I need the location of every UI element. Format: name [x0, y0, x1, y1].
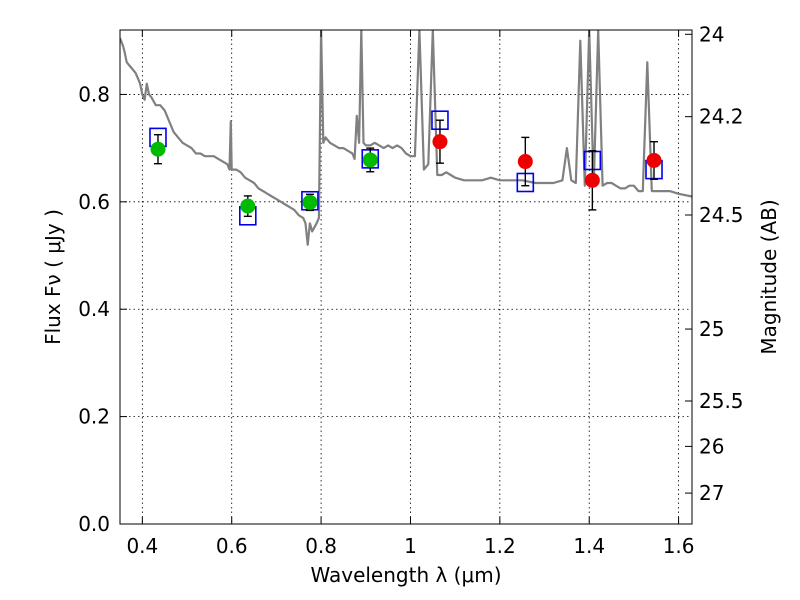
y2-tick-label: 25.5	[699, 389, 744, 413]
y2-tick-label: 24.2	[699, 105, 744, 129]
x-tick-label: 1	[404, 534, 417, 558]
y2-tick-label: 26	[699, 434, 724, 458]
y2-tick-label: 27	[699, 481, 724, 505]
y-tick-label: 0.8	[78, 82, 110, 106]
green-data-point	[240, 198, 256, 214]
y-tick-label: 0.2	[78, 405, 110, 429]
y-tick-label: 0.4	[78, 297, 110, 321]
y2-tick-label: 24	[699, 22, 724, 46]
green-data-point	[362, 152, 378, 168]
plot-area	[120, 30, 692, 246]
model-spectrum	[120, 30, 692, 246]
green-data-point	[150, 141, 166, 157]
red-data-point	[584, 172, 600, 188]
y2-tick-label: 25	[699, 317, 724, 341]
x-tick-label: 0.6	[216, 534, 248, 558]
axis-ticks: 0.4 0.6 0.8 1 1.2 1.4 1.6 0.0 0.2 0.4 0.6 0.8 24 24.2…	[78, 22, 743, 558]
plot-frame	[119, 29, 693, 525]
red-data-point	[432, 134, 448, 150]
y2-tick-label: 24.5	[699, 203, 744, 227]
x-tick-label: 1.4	[573, 534, 605, 558]
y-tick-label: 0.0	[78, 512, 110, 536]
data-points	[149, 110, 663, 226]
y2-axis-label: Magnitude (AB)	[757, 199, 781, 354]
x-axis-label: Wavelength λ (μm)	[310, 563, 501, 587]
x-tick-label: 0.8	[305, 534, 337, 558]
x-tick-label: 0.4	[126, 534, 158, 558]
grid	[120, 30, 692, 524]
red-data-point	[646, 152, 662, 168]
red-data-point	[517, 154, 533, 170]
spectrum-line	[120, 30, 692, 246]
x-tick-label: 1.6	[663, 534, 695, 558]
y-axis-label: Flux Fν ( μJy )	[41, 209, 65, 345]
y-tick-label: 0.6	[78, 190, 110, 214]
x-tick-label: 1.2	[484, 534, 516, 558]
green-data-point	[302, 194, 318, 210]
